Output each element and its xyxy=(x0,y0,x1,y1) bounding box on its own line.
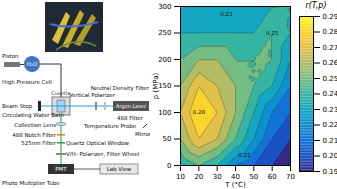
svg-text:0: 0 xyxy=(167,162,171,170)
svg-text:20: 20 xyxy=(194,173,203,181)
svg-text:0.20: 0.20 xyxy=(323,152,337,160)
svg-text:0.28: 0.28 xyxy=(193,109,206,115)
svg-text:High Pressure Cell: High Pressure Cell xyxy=(2,79,52,86)
svg-text:0.28: 0.28 xyxy=(323,28,337,36)
svg-text:H₂O: H₂O xyxy=(27,61,38,67)
svg-text:50: 50 xyxy=(249,173,258,181)
svg-text:Beam Stop: Beam Stop xyxy=(2,103,33,110)
svg-text:40: 40 xyxy=(231,173,240,182)
svg-text:150: 150 xyxy=(158,82,172,91)
svg-text:0.25: 0.25 xyxy=(266,30,279,36)
svg-text:p (MPa): p (MPa) xyxy=(152,73,160,100)
svg-text:Piston: Piston xyxy=(2,53,19,59)
svg-text:Neutral Density Filter: Neutral Density Filter xyxy=(91,85,150,92)
svg-text:Mirror: Mirror xyxy=(135,131,150,137)
svg-text:488 Filter: 488 Filter xyxy=(117,115,144,121)
svg-text:PMT: PMT xyxy=(55,166,67,172)
svg-text:0.23: 0.23 xyxy=(323,106,337,114)
svg-text:10: 10 xyxy=(176,173,185,181)
svg-text:Collection Lens: Collection Lens xyxy=(14,122,56,128)
svg-text:70: 70 xyxy=(286,173,295,181)
svg-text:0.25: 0.25 xyxy=(323,75,337,83)
svg-text:Photo Multiplier Tube: Photo Multiplier Tube xyxy=(2,180,60,187)
svg-text:200: 200 xyxy=(158,56,171,64)
svg-text:Temperature Probe: Temperature Probe xyxy=(83,123,137,130)
svg-text:Quartz Optical Window: Quartz Optical Window xyxy=(66,140,130,147)
svg-text:0.22: 0.22 xyxy=(239,152,251,158)
svg-text:50: 50 xyxy=(163,135,172,143)
svg-text:Cuvette: Cuvette xyxy=(51,90,71,96)
svg-text:0.23: 0.23 xyxy=(220,11,233,17)
svg-text:Vertical Polarizer: Vertical Polarizer xyxy=(69,92,116,98)
svg-text:0.27: 0.27 xyxy=(323,44,337,52)
svg-text:T (°C): T (°C) xyxy=(224,181,246,189)
svg-text:100: 100 xyxy=(158,109,171,117)
svg-text:525nm Filter: 525nm Filter xyxy=(21,140,56,146)
svg-text:0.26: 0.26 xyxy=(323,59,337,67)
svg-text:300: 300 xyxy=(158,3,171,11)
svg-text:Circulating Water Bath: Circulating Water Bath xyxy=(2,112,65,119)
svg-text:0.29: 0.29 xyxy=(323,13,337,21)
html-text:r(T,p): r(T,p) xyxy=(305,1,327,10)
svg-text:30: 30 xyxy=(213,173,222,181)
svg-text:488 Notch Filter: 488 Notch Filter xyxy=(12,132,56,138)
svg-text:60: 60 xyxy=(268,173,277,181)
svg-text:250: 250 xyxy=(158,29,171,37)
svg-text:0.22: 0.22 xyxy=(323,121,337,129)
svg-text:V/H- Polarizer, Filter Wheel: V/H- Polarizer, Filter Wheel xyxy=(66,151,140,157)
svg-text:0.19: 0.19 xyxy=(323,168,337,176)
svg-text:0.24: 0.24 xyxy=(323,90,337,98)
svg-text:Lab View: Lab View xyxy=(107,166,132,172)
svg-text:0.21: 0.21 xyxy=(323,137,337,145)
svg-text:Argon Laser: Argon Laser xyxy=(116,103,147,110)
